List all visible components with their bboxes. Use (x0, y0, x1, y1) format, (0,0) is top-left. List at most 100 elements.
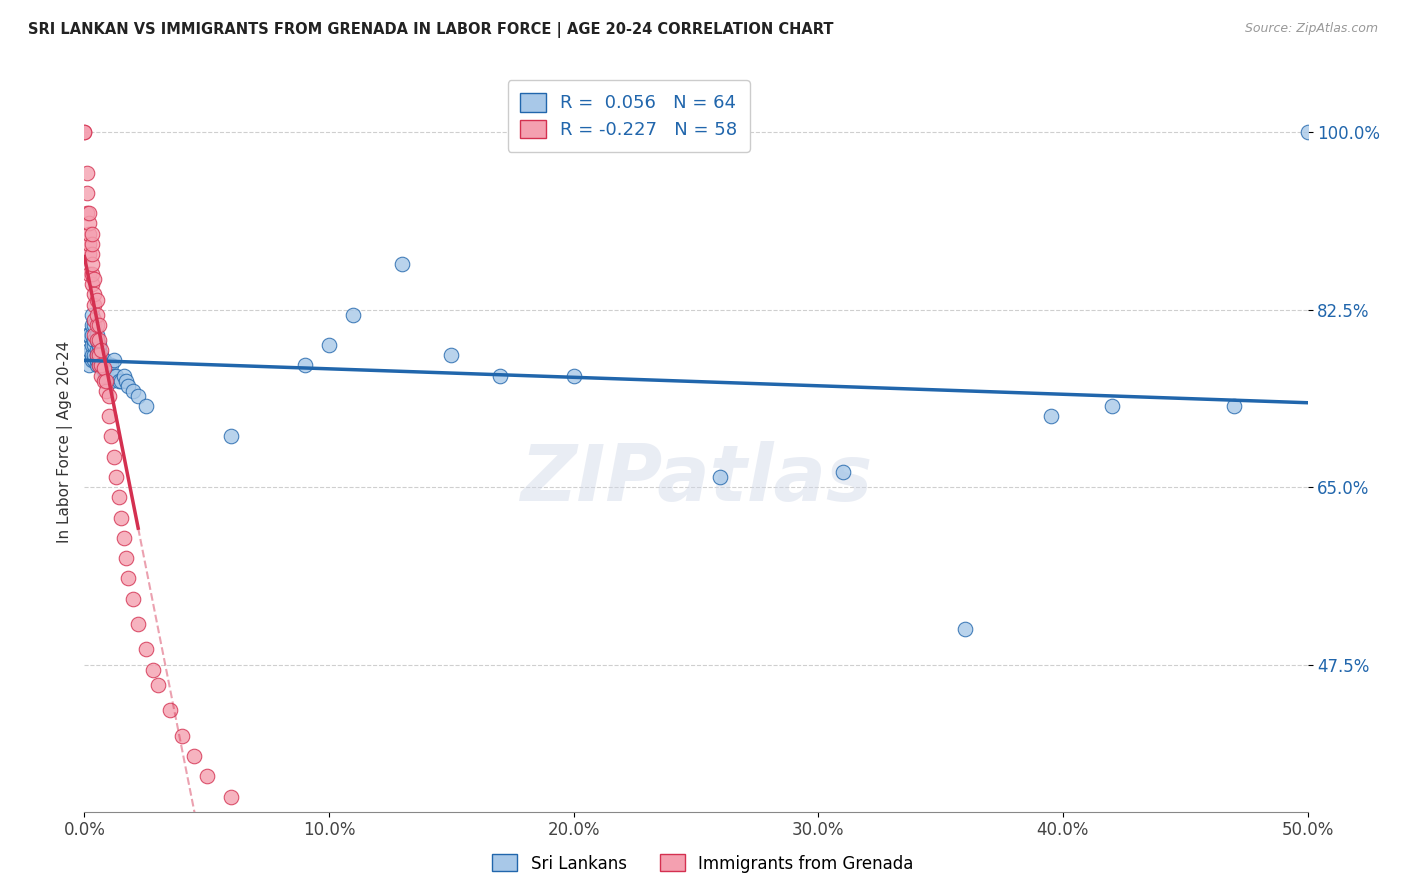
Point (342, 308, 364, 322)
Point (86, 348, 108, 362)
Point (87, 348, 110, 362)
Point (77, 328, 100, 343)
Point (117, 571, 139, 585)
Point (172, 729, 194, 743)
Point (87, 353, 110, 368)
Point (97, 374, 120, 388)
Point (100, 429, 122, 443)
Point (1039, 409, 1062, 424)
Point (831, 465, 853, 479)
Point (93, 363, 115, 377)
Point (103, 368, 125, 383)
Point (100, 359, 122, 373)
Point (80, 236, 103, 251)
Point (90, 368, 112, 383)
Point (90, 359, 112, 373)
Point (110, 374, 132, 388)
Point (80, 277, 103, 292)
Point (80, 348, 103, 362)
Point (440, 348, 463, 362)
Point (96, 359, 118, 373)
Point (87, 338, 110, 352)
Text: SRI LANKAN VS IMMIGRANTS FROM GRENADA IN LABOR FORCE | AGE 20-24 CORRELATION CHA: SRI LANKAN VS IMMIGRANTS FROM GRENADA IN… (28, 22, 834, 38)
Point (87, 333, 110, 347)
Point (97, 359, 120, 373)
Point (77, 227, 100, 241)
Point (80, 318, 103, 332)
Point (77, 267, 100, 281)
Point (86, 293, 108, 307)
Point (96, 368, 118, 383)
Text: Source: ZipAtlas.com: Source: ZipAtlas.com (1244, 22, 1378, 36)
Point (86, 308, 108, 322)
Point (76, 166, 98, 180)
Point (76, 328, 98, 343)
Y-axis label: In Labor Force | Age 20-24: In Labor Force | Age 20-24 (58, 341, 73, 542)
Point (83, 333, 105, 347)
Text: ZIPatlas: ZIPatlas (520, 441, 872, 516)
Point (105, 368, 128, 383)
Point (159, 703, 181, 717)
Point (117, 378, 139, 392)
Point (93, 360, 115, 375)
Point (77, 236, 100, 251)
Point (73, 125, 96, 139)
Point (127, 617, 149, 632)
Point (90, 353, 112, 368)
Point (80, 267, 103, 281)
Point (86, 333, 108, 347)
Point (83, 353, 105, 368)
Point (122, 384, 145, 398)
Point (87, 343, 110, 358)
Point (80, 247, 103, 261)
Point (1223, 399, 1246, 413)
Point (93, 374, 115, 388)
Point (146, 678, 169, 692)
Point (107, 374, 129, 388)
Point (87, 359, 110, 373)
Point (77, 343, 100, 358)
Point (86, 359, 108, 373)
Point (77, 359, 100, 373)
Point (90, 348, 112, 362)
Point (86, 333, 108, 347)
Point (115, 374, 138, 388)
Point (76, 206, 98, 220)
Point (318, 338, 340, 352)
Point (77, 206, 100, 220)
Point (83, 348, 105, 362)
Point (76, 348, 98, 362)
Point (1296, 125, 1319, 139)
Point (489, 368, 512, 383)
Point (115, 551, 138, 566)
Point (103, 450, 125, 464)
Point (86, 318, 108, 332)
Point (87, 359, 110, 373)
Point (112, 531, 135, 545)
Point (953, 622, 976, 636)
Point (294, 359, 316, 373)
Point (135, 399, 157, 413)
Point (709, 470, 731, 484)
Point (76, 186, 98, 200)
Point (87, 348, 110, 362)
Point (562, 368, 585, 383)
Point (86, 353, 108, 368)
Point (110, 510, 132, 524)
Point (107, 491, 129, 505)
Point (86, 348, 108, 362)
Point (90, 343, 112, 358)
Point (77, 217, 100, 231)
Point (96, 384, 118, 398)
Point (135, 642, 157, 657)
Point (83, 318, 105, 332)
Point (391, 257, 413, 271)
Point (83, 298, 105, 312)
Point (90, 359, 112, 373)
Point (73, 125, 96, 139)
Legend: R =  0.056   N = 64, R = -0.227   N = 58: R = 0.056 N = 64, R = -0.227 N = 58 (508, 80, 749, 152)
Point (83, 338, 105, 352)
Point (80, 227, 103, 241)
Point (97, 409, 120, 424)
Point (112, 368, 135, 383)
